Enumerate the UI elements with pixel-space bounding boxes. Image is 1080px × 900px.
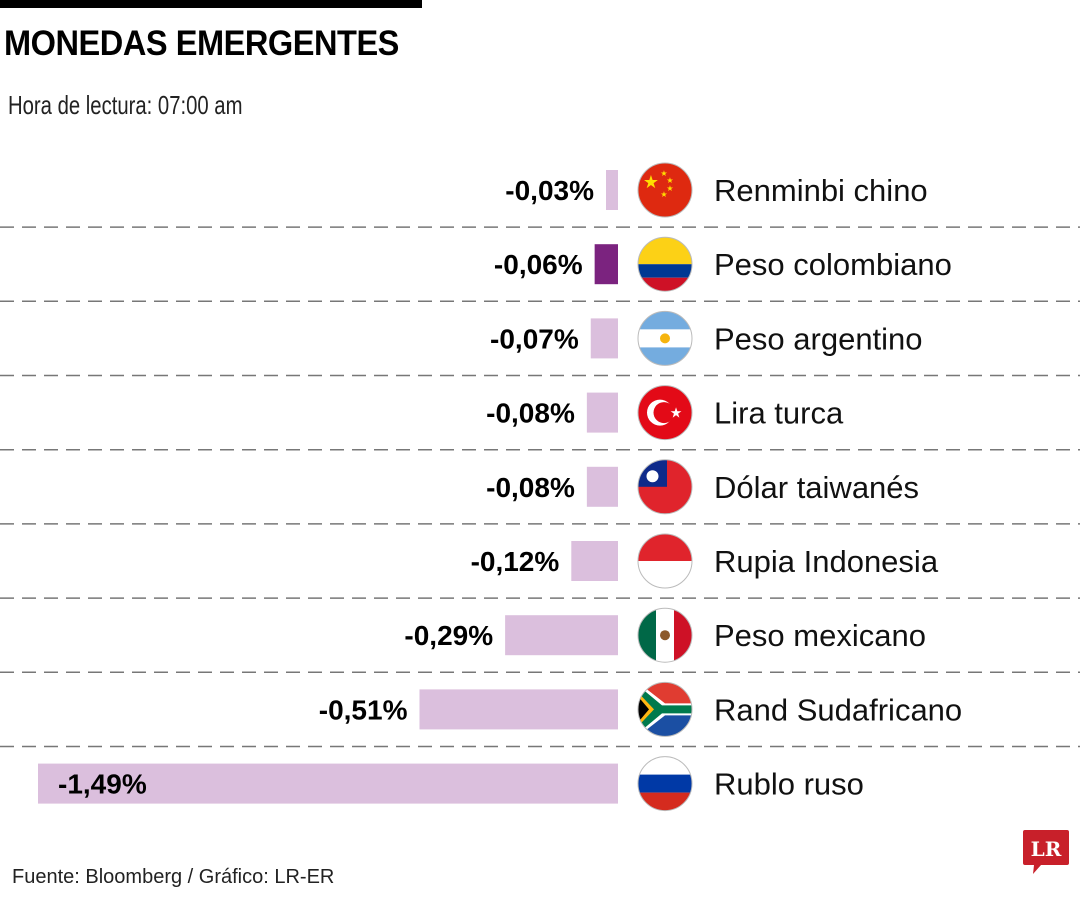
flag-rim (637, 385, 693, 441)
category-label: Peso colombiano (714, 247, 952, 282)
flag-sun (646, 470, 659, 483)
flag-stripe-white (638, 561, 692, 588)
mexico-flag (638, 608, 692, 663)
bar (586, 466, 618, 507)
flag-stripe-white (638, 756, 692, 775)
category-label: Rand Sudafricano (714, 692, 962, 727)
flag-rim (637, 310, 693, 366)
chart-row: -0,07% Peso argentino (0, 310, 1080, 377)
flag-star: ★ (670, 405, 683, 421)
flag-black-triangle (638, 696, 649, 723)
top-rule (0, 0, 422, 8)
chart-row: -0,08% ★ Lira turca (0, 385, 1080, 451)
china-flag: ★ ★★★★ (638, 163, 692, 217)
data-label: -0,06% (494, 249, 583, 280)
flag-star-large: ★ (643, 172, 659, 192)
flag-stripe-blue (638, 774, 692, 793)
chart-row: -0,08% Dólar taiwanés (0, 459, 1080, 525)
data-label: -0,51% (319, 694, 408, 725)
chart-row: -0,12% Rupia Indonesia (0, 533, 1080, 599)
bar (594, 244, 618, 285)
chart-row: -0,03% ★ ★★★★ Renminbi chino (0, 162, 1080, 228)
bar (38, 763, 618, 804)
flag-rim (637, 162, 693, 218)
flag-rim (637, 459, 693, 515)
flag-star-small: ★ (660, 190, 667, 199)
flag-stripe-yellow (638, 237, 692, 265)
chart-row: -0,29% Peso mexicano (0, 607, 1080, 674)
data-label: -0,12% (471, 546, 560, 577)
flag-stripe-blue (638, 347, 692, 366)
flag-rim (637, 681, 693, 737)
flag-star-small: ★ (660, 169, 667, 178)
category-label: Peso mexicano (714, 618, 926, 653)
chart-row: -1,49% Rublo ruso (38, 756, 864, 812)
flag-crescent-inner (653, 402, 675, 424)
data-label: -0,08% (486, 398, 575, 429)
logo-text: LR (1031, 837, 1062, 861)
flag-stripe-blue (638, 264, 692, 278)
bar (419, 689, 618, 730)
category-label: Rublo ruso (714, 767, 864, 802)
flag-stripe-green (638, 608, 656, 663)
flag-sun (660, 333, 670, 344)
flag-rim (637, 607, 693, 663)
turkey-flag: ★ (638, 385, 692, 440)
flag-emblem (660, 630, 670, 641)
flag-rim (637, 756, 693, 812)
flag-rim (637, 236, 693, 292)
flag-stripe-blue (638, 311, 692, 330)
flag-green-band (638, 685, 692, 734)
flag-star-small: ★ (666, 176, 673, 185)
flag-stripe-red (638, 277, 692, 292)
data-label: -1,49% (58, 769, 147, 800)
flag-stripe-red (638, 792, 692, 811)
bar (505, 615, 618, 656)
argentina-flag (638, 311, 692, 366)
chart-subtitle: Hora de lectura: 07:00 am (8, 90, 243, 120)
source-note: Fuente: Bloomberg / Gráfico: LR-ER (12, 866, 335, 888)
chart-row: -0,51% Rand Sudafricano (0, 681, 1080, 748)
flag-rim (637, 533, 693, 589)
lr-logo: LR (1023, 830, 1069, 874)
category-label: Peso argentino (714, 321, 923, 356)
taiwan-flag (638, 459, 692, 514)
bar (590, 318, 618, 359)
russia-flag (638, 756, 692, 811)
bar-chart: -0,03% ★ ★★★★ Renminbi chino-0,06% Peso colo… (0, 162, 1080, 812)
south-africa-flag (638, 682, 692, 737)
flag-star-small: ★ (666, 184, 673, 193)
chart-row: -0,06% Peso colombiano (0, 236, 1080, 303)
data-label: -0,07% (490, 323, 579, 354)
data-label: -0,29% (404, 620, 493, 651)
category-label: Lira turca (714, 396, 844, 431)
category-label: Rupia Indonesia (714, 544, 939, 579)
flag-field (638, 163, 692, 217)
bar (586, 392, 618, 433)
flag-stripe-red (674, 608, 692, 663)
bar (606, 170, 618, 210)
data-label: -0,08% (486, 472, 575, 503)
data-label: -0,03% (505, 175, 594, 206)
logo-bubble (1023, 830, 1069, 874)
flag-stripe-red (638, 534, 692, 561)
bar (571, 541, 618, 581)
category-label: Renminbi chino (714, 173, 928, 208)
category-label: Dólar taiwanés (714, 470, 919, 505)
chart-title: MONEDAS EMERGENTES (4, 24, 399, 63)
